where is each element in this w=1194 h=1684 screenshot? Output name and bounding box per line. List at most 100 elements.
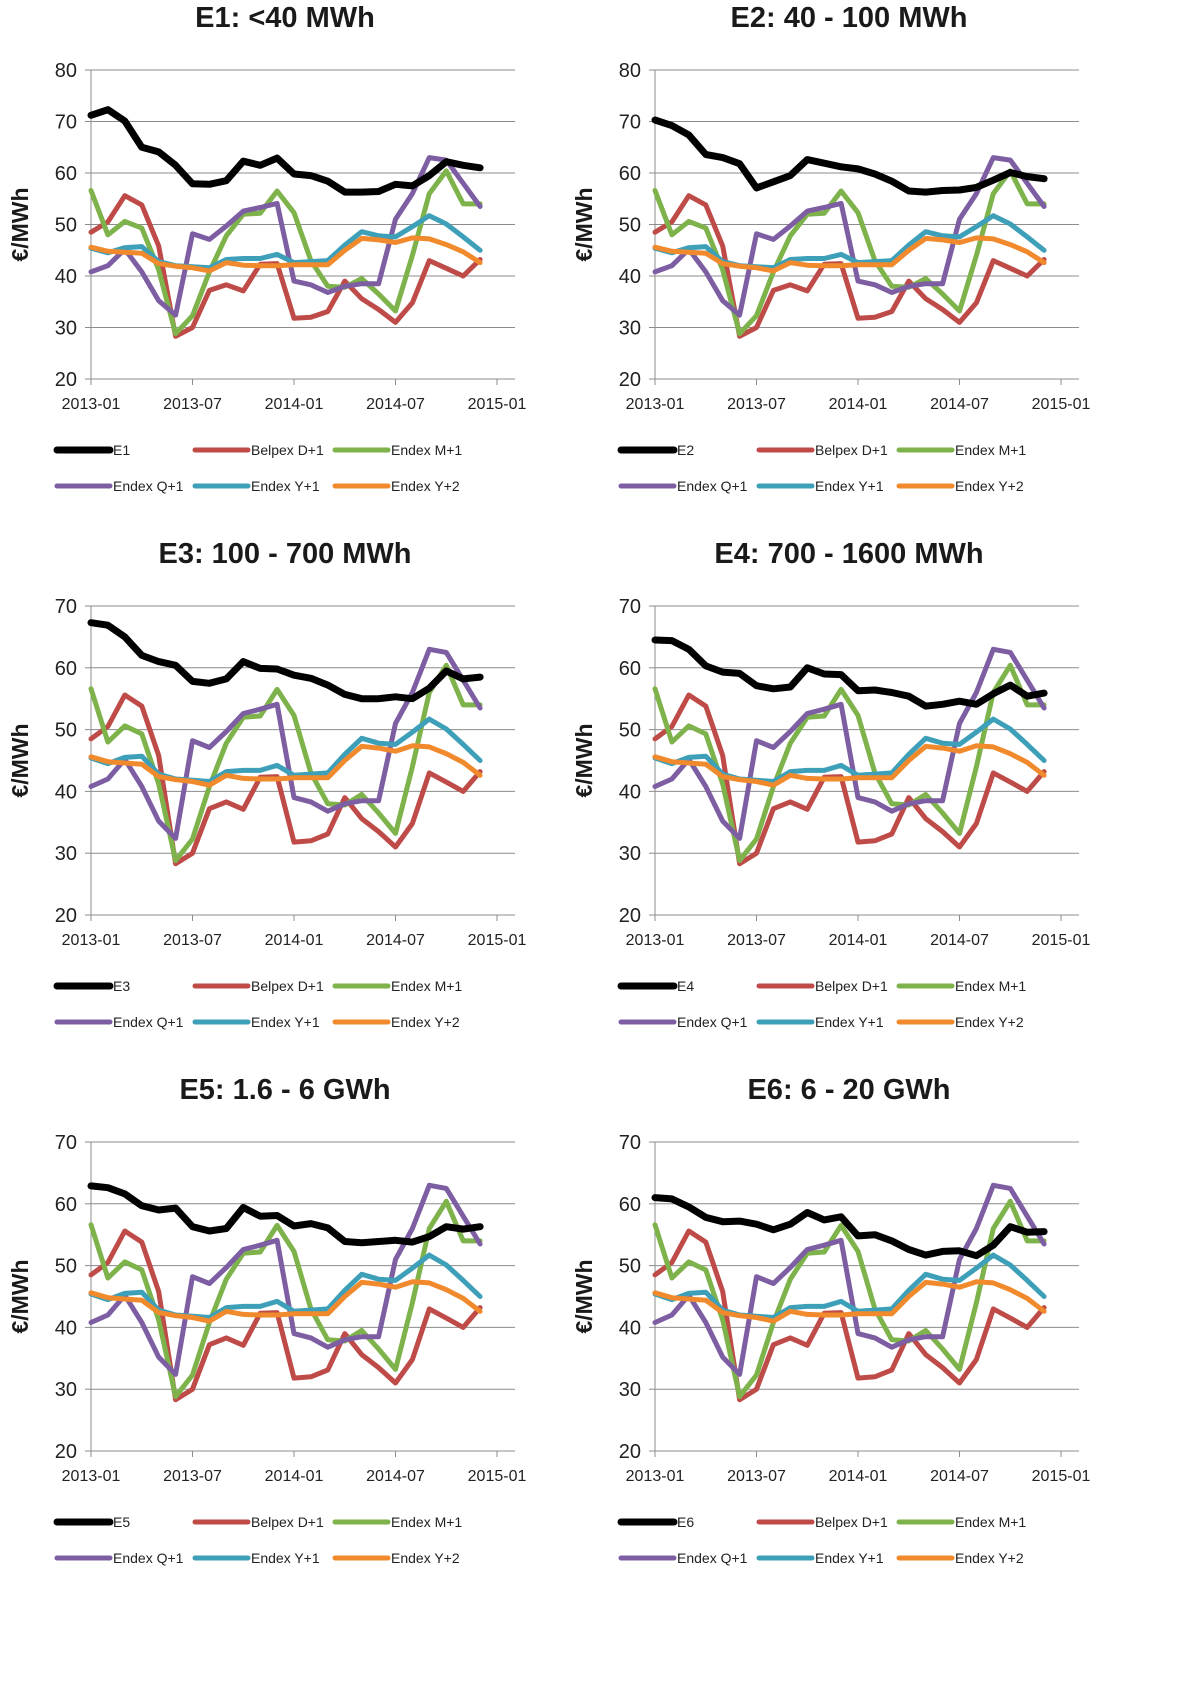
y-tick-label: 30 bbox=[619, 843, 641, 865]
legend-label: Endex Y+2 bbox=[391, 478, 460, 494]
chart-svg: 20 30 40 50 60 70 €/MWh 2013-01 2013-07 2014-01 20… bbox=[571, 1132, 1091, 1566]
x-tick-label: 2014-01 bbox=[265, 1468, 324, 1485]
series-line bbox=[88, 235, 483, 274]
legend-label: Endex M+1 bbox=[955, 978, 1026, 994]
y-tick-label: 20 bbox=[55, 369, 77, 391]
y-tick-label: 40 bbox=[55, 781, 77, 803]
y-tick-label: 70 bbox=[55, 596, 77, 618]
x-tick-label: 2014-07 bbox=[366, 396, 425, 413]
x-tick-label: 2014-07 bbox=[366, 1468, 425, 1485]
y-tick-label: 30 bbox=[619, 1379, 641, 1401]
legend-label: Belpex D+1 bbox=[251, 442, 324, 458]
x-tick-label: 2013-07 bbox=[163, 932, 222, 949]
y-tick-label: 60 bbox=[619, 658, 641, 680]
legend-label: E3 bbox=[113, 978, 130, 994]
chart-svg: 20 30 40 50 60 70 €/MWh 2013-01 2013-07 2014-01 20… bbox=[571, 596, 1091, 1030]
series-line bbox=[651, 116, 1048, 196]
y-axis-label: €/MWh bbox=[571, 187, 597, 261]
chart-title: E5: 1.6 - 6 GWh bbox=[179, 1074, 391, 1106]
legend-label: Endex Y+1 bbox=[251, 1550, 320, 1566]
legend-label: E5 bbox=[113, 1514, 130, 1530]
x-tick-label: 2014-07 bbox=[930, 396, 989, 413]
legend-label: Belpex D+1 bbox=[251, 1514, 324, 1530]
legend-label: E4 bbox=[677, 978, 694, 994]
y-axis-label: €/MWh bbox=[7, 187, 33, 261]
y-tick-label: 50 bbox=[619, 215, 641, 237]
y-tick-label: 50 bbox=[55, 1256, 77, 1278]
x-tick-label: 2015-01 bbox=[468, 932, 527, 949]
y-tick-label: 40 bbox=[55, 1317, 77, 1339]
y-tick-label: 70 bbox=[55, 112, 77, 134]
legend-label: Endex Y+2 bbox=[955, 1550, 1024, 1566]
x-tick-label: 2013-07 bbox=[727, 396, 786, 413]
chart-title: E1: <40 MWh bbox=[195, 2, 375, 34]
legend-label: Endex M+1 bbox=[391, 978, 462, 994]
x-tick-label: 2013-01 bbox=[626, 932, 685, 949]
x-tick-label: 2014-07 bbox=[930, 932, 989, 949]
series-line bbox=[652, 716, 1047, 784]
x-tick-label: 2013-01 bbox=[62, 932, 121, 949]
x-tick-label: 2013-01 bbox=[62, 1468, 121, 1485]
series-line bbox=[87, 619, 484, 703]
legend-label: Belpex D+1 bbox=[815, 978, 888, 994]
x-tick-label: 2015-01 bbox=[1032, 1468, 1091, 1485]
chart-svg: 20 30 40 50 60 70 €/MWh 2013-01 2013-07 2014-01 20… bbox=[7, 596, 527, 1030]
chart-panel: E5: 1.6 - 6 GWh 20 30 40 50 60 70 €/MWh 2013-01 2… bbox=[0, 1072, 560, 1612]
x-tick-label: 2014-01 bbox=[265, 932, 324, 949]
series-line bbox=[652, 1279, 1047, 1324]
y-tick-label: 20 bbox=[619, 369, 641, 391]
chart-title: E3: 100 - 700 MWh bbox=[158, 538, 412, 570]
series-line bbox=[87, 106, 484, 196]
x-tick-label: 2015-01 bbox=[1032, 932, 1091, 949]
y-tick-label: 60 bbox=[619, 163, 641, 185]
legend-label: Endex Y+1 bbox=[815, 1550, 884, 1566]
y-tick-label: 80 bbox=[55, 60, 77, 82]
y-tick-label: 80 bbox=[619, 60, 641, 82]
y-tick-label: 40 bbox=[55, 266, 77, 288]
legend-label: Endex Y+1 bbox=[251, 1014, 320, 1030]
legend-label: Endex Y+1 bbox=[251, 478, 320, 494]
y-tick-label: 20 bbox=[55, 905, 77, 927]
series-line bbox=[88, 743, 483, 788]
y-axis-label: €/MWh bbox=[7, 723, 33, 797]
series-line bbox=[652, 235, 1047, 274]
legend-label: Endex M+1 bbox=[391, 1514, 462, 1530]
y-tick-label: 60 bbox=[55, 1194, 77, 1216]
legend-label: Endex Y+1 bbox=[815, 1014, 884, 1030]
series-line bbox=[651, 1194, 1048, 1260]
legend-label: Endex Q+1 bbox=[113, 1550, 184, 1566]
series-line bbox=[652, 646, 1047, 841]
x-tick-label: 2014-01 bbox=[829, 932, 888, 949]
y-tick-label: 40 bbox=[619, 781, 641, 803]
legend-label: Endex Q+1 bbox=[677, 1550, 748, 1566]
y-tick-label: 60 bbox=[55, 163, 77, 185]
chart-title: E4: 700 - 1600 MWh bbox=[714, 538, 984, 570]
series-line bbox=[652, 743, 1047, 788]
y-tick-label: 20 bbox=[55, 1441, 77, 1463]
legend-label: Endex M+1 bbox=[955, 1514, 1026, 1530]
chart-panel: E6: 6 - 20 GWh 20 30 40 50 60 70 €/MWh 2013-01 20… bbox=[564, 1072, 1124, 1612]
chart-panel: E2: 40 - 100 MWh 20 30 40 50 60 70 80 €/MWh 2013-… bbox=[564, 0, 1124, 540]
legend-label: Endex Y+2 bbox=[391, 1550, 460, 1566]
y-tick-label: 20 bbox=[619, 1441, 641, 1463]
y-axis-label: €/MWh bbox=[571, 723, 597, 797]
x-tick-label: 2013-01 bbox=[626, 1468, 685, 1485]
series-line bbox=[88, 1252, 483, 1320]
y-tick-label: 70 bbox=[55, 1132, 77, 1154]
y-tick-label: 30 bbox=[619, 318, 641, 340]
series-line bbox=[88, 193, 483, 339]
chart-title: E2: 40 - 100 MWh bbox=[730, 2, 968, 34]
legend-label: E6 bbox=[677, 1514, 694, 1530]
chart-svg: 20 30 40 50 60 70 80 €/MWh 2013-01 2013-07 2014-01… bbox=[571, 60, 1090, 494]
x-tick-label: 2014-07 bbox=[930, 1468, 989, 1485]
series-line bbox=[87, 1182, 484, 1247]
series-line bbox=[652, 193, 1047, 339]
series-line bbox=[652, 1228, 1047, 1403]
legend-label: Endex Q+1 bbox=[113, 478, 184, 494]
legend-label: Endex Y+1 bbox=[815, 478, 884, 494]
x-tick-label: 2014-01 bbox=[829, 1468, 888, 1485]
y-tick-label: 40 bbox=[619, 1317, 641, 1339]
y-tick-label: 70 bbox=[619, 1132, 641, 1154]
y-tick-label: 30 bbox=[55, 318, 77, 340]
legend-label: Endex Q+1 bbox=[677, 1014, 748, 1030]
